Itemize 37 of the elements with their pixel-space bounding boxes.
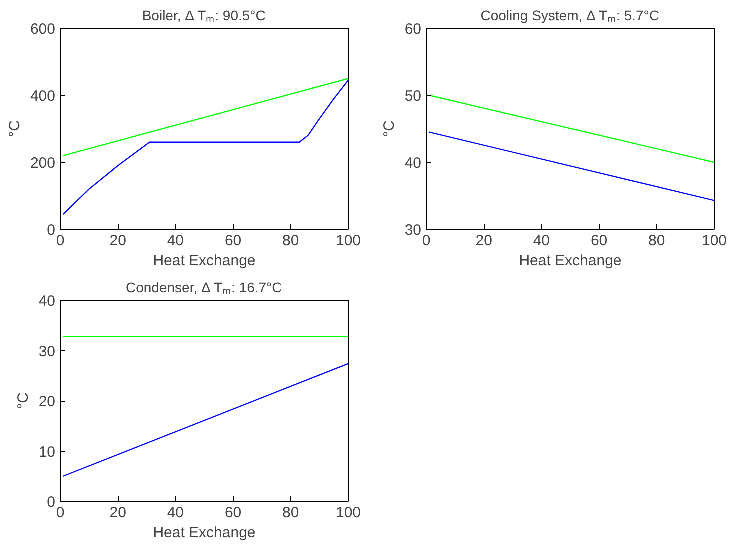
y-axis-title: °C xyxy=(6,120,24,138)
x-tick-label: 100 xyxy=(702,232,728,250)
x-axis-title: Heat Exchange xyxy=(153,252,256,270)
x-axis-title: Heat Exchange xyxy=(519,252,622,270)
x-tick-label: 60 xyxy=(590,232,608,250)
chart-title: Boiler, Δ Tₘ: 90.5°C xyxy=(142,8,266,24)
x-tick-label: 80 xyxy=(648,232,666,250)
y-tick-label: 10 xyxy=(38,444,56,461)
y-tick-label: 400 xyxy=(30,88,56,105)
x-tick-label: 40 xyxy=(533,232,550,250)
y-tick-label: 20 xyxy=(38,394,56,410)
y-tick-label: 600 xyxy=(30,21,56,38)
x-tick-label: 60 xyxy=(224,504,242,522)
chart-title: Cooling System, Δ Tₘ: 5.7°C xyxy=(480,8,660,24)
x-tick-label: 60 xyxy=(224,232,242,250)
y-tick-label: 30 xyxy=(404,222,422,239)
x-tick-label: 100 xyxy=(336,504,362,522)
x-tick-label: 20 xyxy=(110,232,126,250)
y-tick-label: 60 xyxy=(404,21,422,38)
x-axis-title: Heat Exchange xyxy=(153,524,256,542)
y-tick-label: 50 xyxy=(404,88,422,105)
x-tick-label: 100 xyxy=(336,232,362,250)
x-tick-label: 40 xyxy=(167,232,184,250)
y-tick-label: 30 xyxy=(38,343,56,360)
x-tick-label: 20 xyxy=(110,504,126,522)
y-axis-title: °C xyxy=(380,120,398,138)
x-tick-label: 40 xyxy=(167,504,184,522)
y-tick-label: 40 xyxy=(404,155,422,172)
y-tick-label: 0 xyxy=(47,222,56,239)
y-tick-label: 200 xyxy=(30,155,56,172)
x-tick-label: 20 xyxy=(476,232,492,250)
chart-title: Condenser, Δ Tₘ: 16.7°C xyxy=(126,280,282,296)
y-tick-label: 0 xyxy=(47,494,56,511)
x-tick-label: 80 xyxy=(282,504,300,522)
y-tick-label: 40 xyxy=(38,293,56,310)
y-axis-title: °C xyxy=(14,392,32,410)
x-tick-label: 80 xyxy=(282,232,300,250)
